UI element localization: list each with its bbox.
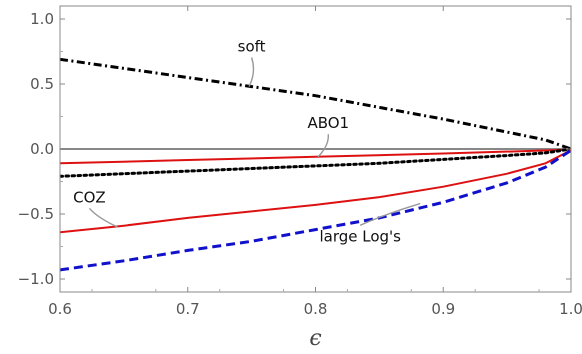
x-tick-label-5: 1.0 bbox=[559, 300, 582, 318]
y-tick-label-3: 0.0 bbox=[30, 140, 54, 158]
x-axis-title: ϵ bbox=[309, 326, 321, 351]
x-tick-label-3: 0.8 bbox=[304, 300, 328, 318]
series-line-6 bbox=[60, 149, 571, 272]
annotation-label-4: large Log's bbox=[319, 227, 401, 245]
annotation-leader-2 bbox=[317, 134, 330, 158]
y-tick-label-2: −0.5 bbox=[18, 205, 54, 223]
y-tick-label-5: 1.0 bbox=[30, 10, 54, 28]
x-tick-label-1: 0.6 bbox=[48, 300, 72, 318]
series-line-4 bbox=[60, 147, 571, 178]
annotation-leader-1 bbox=[248, 57, 255, 87]
annotation-leader-3 bbox=[88, 207, 118, 228]
series-line-3 bbox=[60, 148, 571, 165]
y-tick-label-1: −1.0 bbox=[18, 270, 54, 288]
x-tick-label-4: 0.9 bbox=[431, 300, 455, 318]
series-line-5 bbox=[60, 149, 571, 234]
annotation-label-3: COZ bbox=[73, 188, 106, 206]
annotation-label-1: soft bbox=[238, 38, 266, 56]
annotation-label-2: ABO1 bbox=[307, 114, 349, 132]
ticks-layer: 0.6 0.7 0.8 0.9 1.0 −1.0 −0.5 0.0 0.5 1.0 bbox=[18, 6, 582, 318]
annotation-leader-4 bbox=[359, 202, 421, 226]
annotation-layer: soft ABO1 COZ large Log's bbox=[73, 38, 421, 245]
series-layer bbox=[60, 57, 571, 272]
y-tick-label-4: 0.5 bbox=[30, 75, 54, 93]
x-tick-label-2: 0.7 bbox=[176, 300, 200, 318]
series-line-1 bbox=[60, 57, 571, 151]
